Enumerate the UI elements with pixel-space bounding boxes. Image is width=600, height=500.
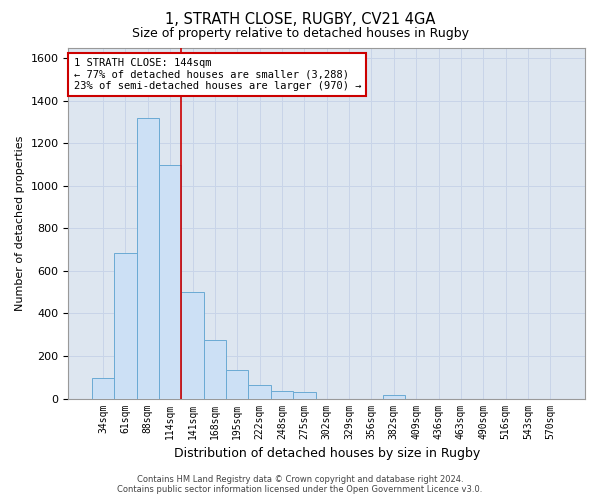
Text: 1 STRATH CLOSE: 144sqm
← 77% of detached houses are smaller (3,288)
23% of semi-: 1 STRATH CLOSE: 144sqm ← 77% of detached…: [74, 58, 361, 91]
Y-axis label: Number of detached properties: Number of detached properties: [15, 136, 25, 310]
Bar: [137, 118, 159, 398]
Bar: [159, 164, 181, 398]
Bar: [181, 292, 204, 399]
Text: 1, STRATH CLOSE, RUGBY, CV21 4GA: 1, STRATH CLOSE, RUGBY, CV21 4GA: [165, 12, 435, 28]
Bar: [271, 391, 293, 398]
Bar: [293, 392, 316, 398]
Bar: [248, 384, 271, 398]
Text: Contains HM Land Registry data © Crown copyright and database right 2024.
Contai: Contains HM Land Registry data © Crown c…: [118, 474, 482, 494]
Bar: [114, 253, 137, 398]
Bar: [383, 396, 405, 398]
Bar: [204, 340, 226, 398]
Bar: [226, 370, 248, 398]
Text: Size of property relative to detached houses in Rugby: Size of property relative to detached ho…: [131, 28, 469, 40]
X-axis label: Distribution of detached houses by size in Rugby: Distribution of detached houses by size …: [173, 447, 480, 460]
Bar: [92, 378, 114, 398]
